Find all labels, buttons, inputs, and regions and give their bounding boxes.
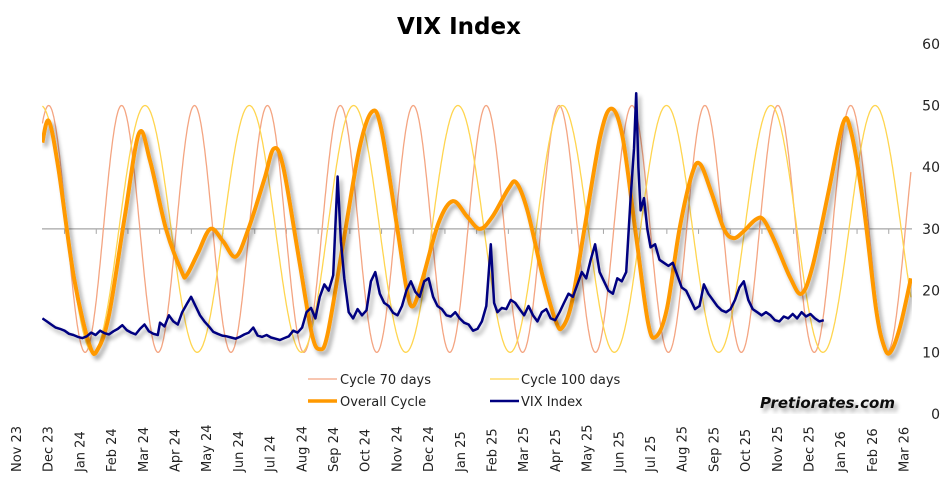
x-tick-label: Nov 24 <box>390 426 405 472</box>
series-cycle-70-days <box>42 104 912 353</box>
x-tick-label: Feb 26 <box>866 428 881 472</box>
x-tick-label: Mar 25 <box>517 427 532 472</box>
x-tick-label: Sep 24 <box>327 427 342 472</box>
legend-item-cycle-70: Cycle 70 days <box>308 373 431 388</box>
x-tick-label: Oct 24 <box>359 429 374 472</box>
x-tick-label: Dec 23 <box>42 426 57 472</box>
x-tick-label: Apr 25 <box>549 429 564 472</box>
x-tick-label: Oct 25 <box>739 429 754 472</box>
y-tick-label: 10 <box>922 345 940 361</box>
x-tick-label: Jul 25 <box>644 436 659 473</box>
chart-title: VIX Index <box>397 14 521 40</box>
y-tick-label: 40 <box>922 160 940 176</box>
legend-item-overall-cycle: Overall Cycle <box>308 395 426 410</box>
x-tick-label: May 25 <box>581 424 596 472</box>
x-tick-label: Jan 25 <box>454 431 469 473</box>
x-axis: Nov 23 Dec 23 Jan 24 Feb 24 Mar 24 Apr 24 May … <box>10 424 913 473</box>
x-tick-label: Dec 25 <box>803 426 818 472</box>
y-tick-label: 50 <box>922 99 940 115</box>
watermark-pretiorates: Pretiorates.com <box>760 394 895 412</box>
x-tick-label: Jun 25 <box>612 431 627 473</box>
legend-label-vix-index: VIX Index <box>521 395 583 410</box>
x-tick-label: Jan 24 <box>73 431 88 473</box>
y-axis: 0 10 20 30 40 50 60 <box>922 37 940 423</box>
x-tick-label: Aug 24 <box>295 426 310 472</box>
y-tick-label: 0 <box>931 407 940 423</box>
series-vix-index <box>42 91 825 342</box>
y-tick-label: 60 <box>922 37 940 53</box>
x-tick-label: Nov 25 <box>771 426 786 472</box>
x-tick-label: Mar 24 <box>137 427 152 472</box>
x-tick-label: Jan 26 <box>834 431 849 473</box>
x-tick-label: Mar 26 <box>898 427 913 472</box>
x-tick-label: Nov 23 <box>10 426 25 472</box>
x-tick-label: Jun 24 <box>232 431 247 473</box>
x-tick-label: May 24 <box>200 424 215 472</box>
x-tick-label: Dec 24 <box>422 426 437 472</box>
series-cycle-100-days <box>42 104 912 353</box>
y-tick-label: 30 <box>922 222 940 238</box>
x-tick-label: Feb 24 <box>105 428 120 472</box>
legend: Cycle 70 days Cycle 100 days Overall Cyc… <box>308 373 621 410</box>
y-tick-label: 20 <box>922 284 940 300</box>
x-tick-label: Aug 25 <box>676 426 691 472</box>
legend-label-overall-cycle: Overall Cycle <box>340 395 426 410</box>
series-overall-cycle <box>42 106 912 357</box>
legend-item-vix-index: VIX Index <box>490 395 583 410</box>
x-tick-label: Sep 25 <box>707 427 722 472</box>
x-tick-label: Feb 25 <box>486 428 501 472</box>
series-layer <box>42 91 912 357</box>
legend-item-cycle-100: Cycle 100 days <box>490 373 621 388</box>
legend-label-cycle-100: Cycle 100 days <box>521 373 621 388</box>
legend-label-cycle-70: Cycle 70 days <box>340 373 431 388</box>
x-tick-label: Apr 24 <box>169 429 184 472</box>
x-tick-label: Jul 24 <box>264 436 279 473</box>
